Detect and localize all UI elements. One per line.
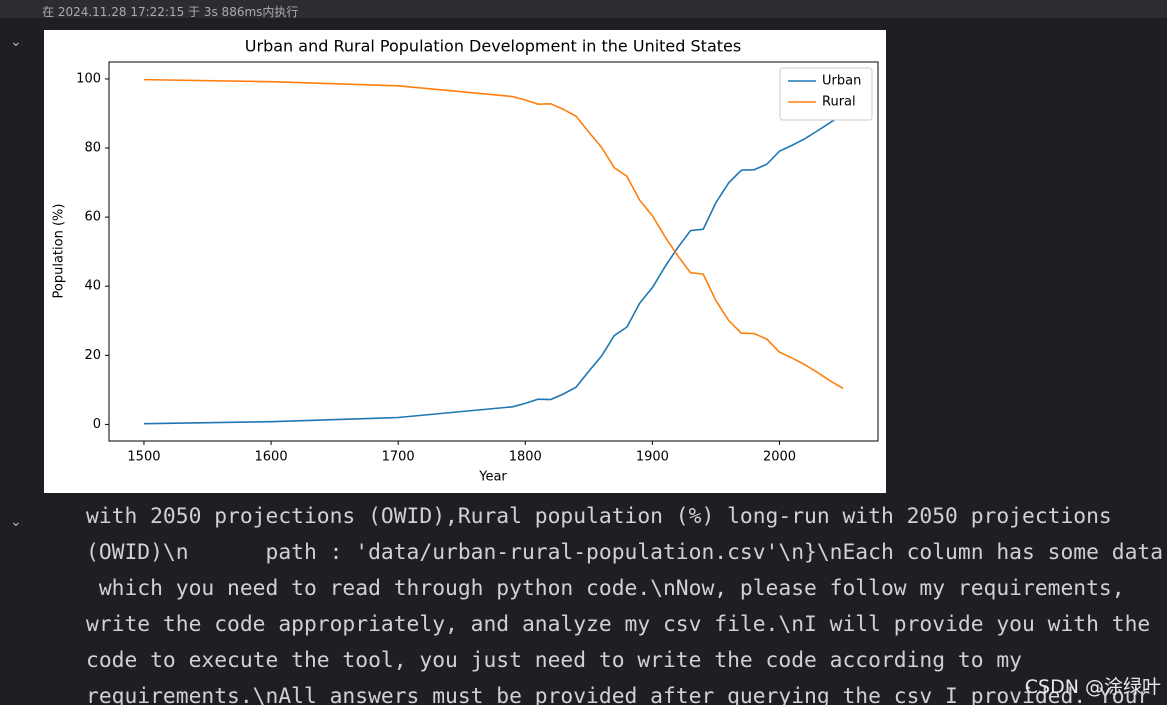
plot-frame xyxy=(108,61,879,442)
y-tick-label: 100 xyxy=(76,71,101,86)
chart: Urban and Rural Population Development i… xyxy=(44,30,886,493)
collapse-toggle[interactable]: ⌄ xyxy=(10,514,22,530)
x-tick-label: 1500 xyxy=(127,450,160,465)
legend-label: Rural xyxy=(822,95,856,110)
y-tick-label: 60 xyxy=(84,210,101,225)
y-axis-label: Population (%) xyxy=(52,204,67,299)
x-axis-label: Year xyxy=(478,470,507,485)
collapse-toggle[interactable]: ⌄ xyxy=(10,34,22,50)
y-tick-label: 40 xyxy=(84,279,101,294)
line-series xyxy=(143,78,844,390)
output-line: which you need to read through python co… xyxy=(86,576,1125,601)
line-series xyxy=(143,114,844,425)
output-line: with 2050 projections (OWID),Rural popul… xyxy=(86,504,1112,529)
output-line: requirements.\nAll answers must be provi… xyxy=(86,684,1151,705)
run-info-bar: 在 2024.11.28 17:22:15 于 3s 886ms内执行 xyxy=(0,0,1167,19)
x-tick-label: 1700 xyxy=(382,450,415,465)
y-tick-label: 0 xyxy=(93,417,101,432)
output-line: (OWID)\n path : 'data/urban-rural-popula… xyxy=(86,540,1164,565)
y-tick-label: 80 xyxy=(84,141,101,156)
x-tick-label: 1600 xyxy=(255,450,288,465)
output-text: requirements.\nAll answers must be provi… xyxy=(0,500,1167,705)
y-tick-label: 20 xyxy=(84,348,101,363)
x-tick-label: 1800 xyxy=(509,450,542,465)
x-tick-label: 2000 xyxy=(763,450,796,465)
run-info: 在 2024.11.28 17:22:15 于 3s 886ms内执行 xyxy=(42,5,299,19)
watermark: CSDN @涂绿叶 xyxy=(1024,676,1161,698)
output-line: code to execute the tool, you just need … xyxy=(86,648,1022,673)
legend-label: Urban xyxy=(822,74,861,89)
x-tick-label: 1900 xyxy=(636,450,669,465)
chart-title: Urban and Rural Population Development i… xyxy=(245,37,741,56)
output-line: write the code appropriately, and analyz… xyxy=(86,612,1151,637)
